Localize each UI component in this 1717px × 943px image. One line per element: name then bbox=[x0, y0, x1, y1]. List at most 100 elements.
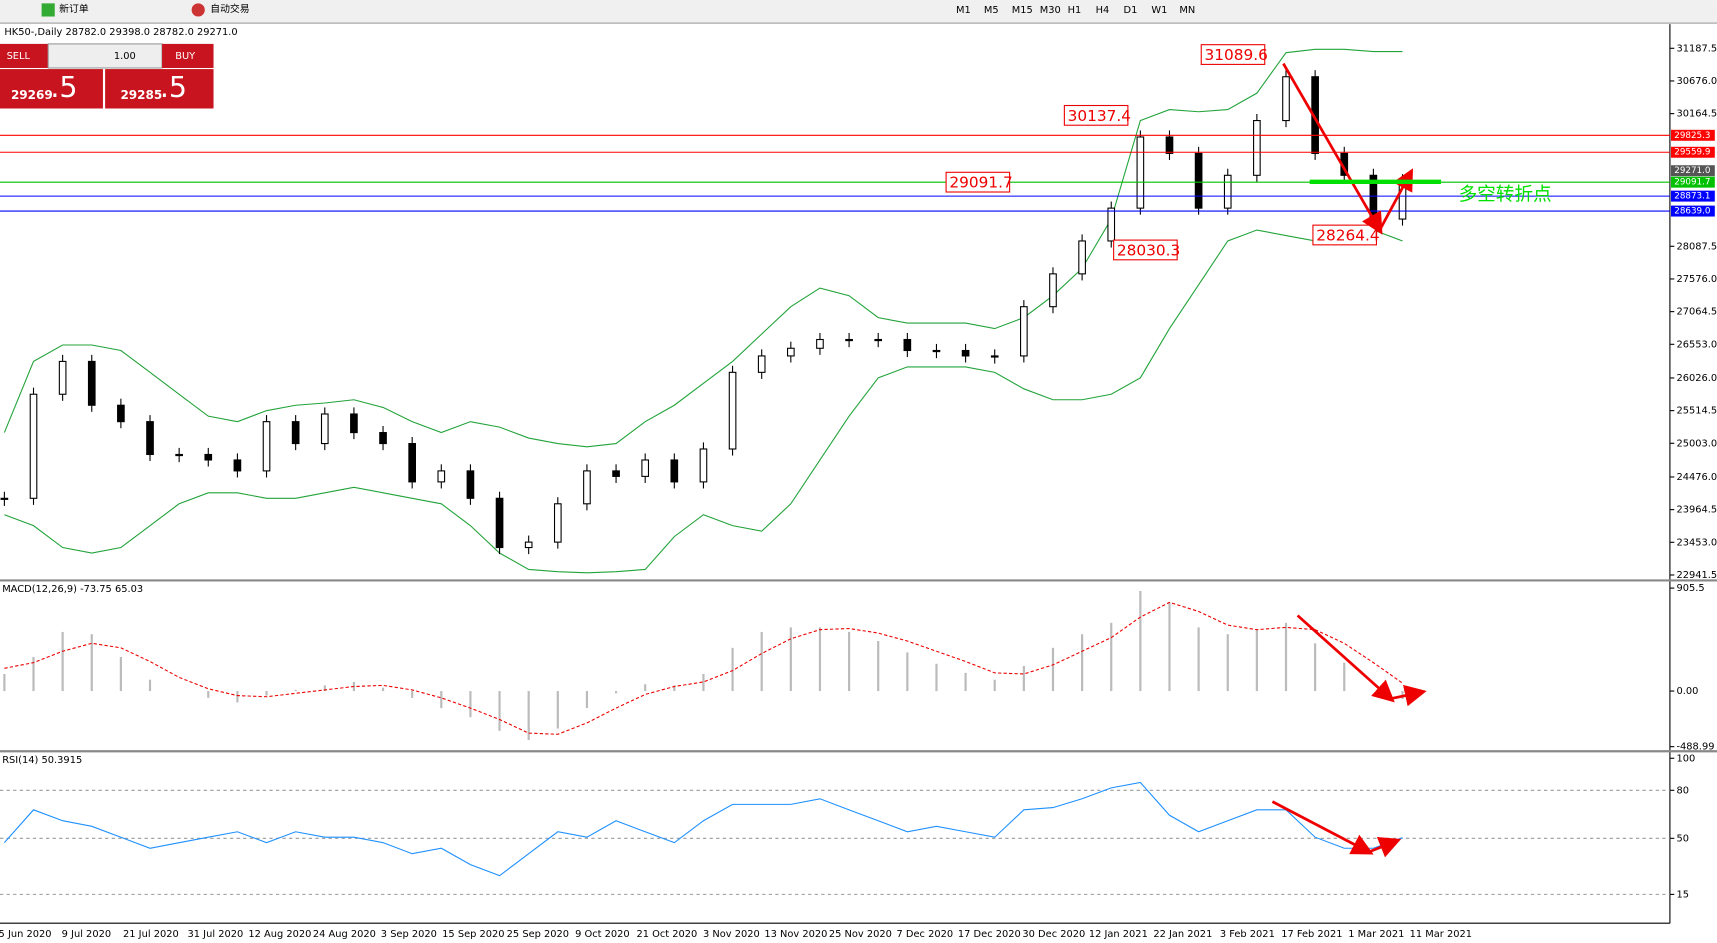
macd-bar bbox=[585, 691, 589, 709]
rsi-title: RSI(14) 50.3915 bbox=[2, 755, 82, 766]
toolbar bbox=[0, 0, 1717, 22]
timeframe-button[interactable]: MN bbox=[1179, 5, 1195, 16]
chart-title: HK50-,Daily 28782.0 29398.0 28782.0 2927… bbox=[4, 27, 237, 38]
timeframe-button[interactable]: W1 bbox=[1151, 5, 1167, 16]
macd-bar bbox=[1139, 590, 1142, 692]
macd-bar bbox=[1314, 643, 1317, 692]
sell-button[interactable] bbox=[0, 43, 49, 68]
candle bbox=[670, 459, 679, 483]
sell-price[interactable]: 29269 bbox=[11, 88, 53, 102]
buy-price[interactable]: 29285 bbox=[120, 88, 162, 102]
macd-bar bbox=[644, 684, 647, 692]
x-tick-label: 3 Nov 2020 bbox=[703, 929, 760, 940]
y-tick-label: 25003.0 bbox=[1676, 438, 1717, 449]
buy-price-fraction[interactable]: .5 bbox=[160, 71, 187, 104]
candle bbox=[87, 360, 96, 406]
buy-label[interactable]: BUY bbox=[175, 51, 196, 62]
buy-button[interactable] bbox=[162, 43, 214, 68]
y-tick-label: 27064.5 bbox=[1676, 307, 1717, 318]
y-tick-label: 100 bbox=[1676, 753, 1695, 764]
macd-bar bbox=[673, 685, 676, 692]
candle bbox=[437, 470, 446, 483]
y-tick-label: 30164.5 bbox=[1676, 109, 1717, 120]
lot-input[interactable] bbox=[47, 43, 163, 69]
annotation: 31089.6 bbox=[1205, 46, 1268, 64]
candle bbox=[816, 338, 824, 349]
new-order-button[interactable]: 新订单 bbox=[59, 2, 89, 15]
arrow bbox=[1271, 800, 1374, 855]
annotation: 30137.4 bbox=[1068, 107, 1131, 125]
sell-label[interactable]: SELL bbox=[7, 51, 31, 62]
candle bbox=[728, 371, 737, 450]
macd-bar bbox=[1022, 666, 1025, 692]
x-tick-label: 1 Mar 2021 bbox=[1348, 929, 1404, 940]
y-tick-label: 28087.5 bbox=[1676, 241, 1717, 252]
sell-price-box[interactable] bbox=[0, 69, 103, 109]
level-label-box bbox=[1671, 205, 1715, 217]
x-tick-label: 9 Jul 2020 bbox=[62, 929, 111, 940]
y-tick-label: 22941.5 bbox=[1676, 570, 1717, 581]
y-tick-label: 25514.5 bbox=[1676, 406, 1717, 417]
timeframe-button[interactable]: M1 bbox=[956, 5, 971, 16]
candle bbox=[1020, 306, 1028, 357]
y-tick-label: 27576.0 bbox=[1676, 274, 1717, 285]
macd-title: MACD(12,26,9) -73.75 65.03 bbox=[2, 584, 143, 595]
auto-trading-icon[interactable] bbox=[191, 3, 205, 17]
annotation: 28264.4 bbox=[1316, 227, 1379, 245]
candle bbox=[262, 421, 271, 472]
annotation-box bbox=[1200, 44, 1266, 65]
x-tick-label: 12 Aug 2020 bbox=[248, 929, 311, 940]
timeframe-button[interactable]: M30 bbox=[1040, 5, 1061, 16]
arrow bbox=[1390, 684, 1427, 707]
candle bbox=[1107, 207, 1116, 242]
x-tick-label: 11 Mar 2021 bbox=[1410, 929, 1472, 940]
x-tick-label: 25 Nov 2020 bbox=[829, 929, 892, 940]
macd-bar bbox=[731, 647, 734, 692]
candle bbox=[583, 470, 591, 505]
candle bbox=[1049, 273, 1057, 308]
x-tick-label: 3 Sep 2020 bbox=[381, 929, 437, 940]
macd-bar bbox=[877, 641, 880, 692]
annotation-box bbox=[1063, 104, 1129, 126]
auto-trading-button[interactable]: 自动交易 bbox=[210, 2, 249, 15]
candle bbox=[1078, 240, 1086, 275]
lot-value[interactable]: 1.00 bbox=[114, 51, 136, 62]
macd-bar bbox=[1226, 634, 1229, 692]
candle bbox=[786, 347, 795, 357]
candle bbox=[175, 453, 183, 457]
candle bbox=[990, 355, 999, 358]
signal-line bbox=[4, 601, 1403, 735]
candle bbox=[29, 393, 38, 499]
timeframe-button[interactable]: D1 bbox=[1123, 5, 1137, 16]
macd-bar bbox=[556, 691, 559, 729]
candle bbox=[1165, 136, 1174, 154]
sell-price-fraction[interactable]: .5 bbox=[50, 71, 77, 104]
arrow bbox=[1296, 614, 1395, 703]
chart-area bbox=[0, 24, 1670, 924]
macd-bar bbox=[789, 627, 792, 692]
level-label: 29091.7 bbox=[1674, 178, 1710, 188]
rsi-line bbox=[3, 781, 1403, 877]
annotation-box bbox=[945, 171, 1011, 193]
buy-price-box[interactable] bbox=[105, 69, 214, 109]
macd-bar bbox=[527, 691, 530, 740]
candle bbox=[524, 541, 533, 549]
macd-bar bbox=[265, 691, 268, 696]
macd-bar bbox=[440, 691, 443, 709]
x-tick-label: 3 Feb 2021 bbox=[1220, 929, 1275, 940]
macd-bar bbox=[906, 652, 909, 692]
y-tick-label: 24476.0 bbox=[1676, 472, 1717, 483]
annotation: 29091.7 bbox=[949, 174, 1012, 192]
macd-bar bbox=[32, 656, 35, 692]
macd-bar bbox=[1343, 662, 1346, 692]
timeframe-button[interactable]: M5 bbox=[984, 5, 999, 16]
timeframe-button[interactable]: H4 bbox=[1096, 5, 1110, 16]
x-tick-label: 9 Oct 2020 bbox=[575, 929, 630, 940]
y-tick-label: 50 bbox=[1676, 833, 1689, 844]
timeframe-button[interactable]: H1 bbox=[1068, 5, 1082, 16]
new-order-icon[interactable] bbox=[41, 3, 55, 17]
macd-bar bbox=[760, 631, 763, 692]
timeframe-button[interactable]: M15 bbox=[1012, 5, 1033, 16]
